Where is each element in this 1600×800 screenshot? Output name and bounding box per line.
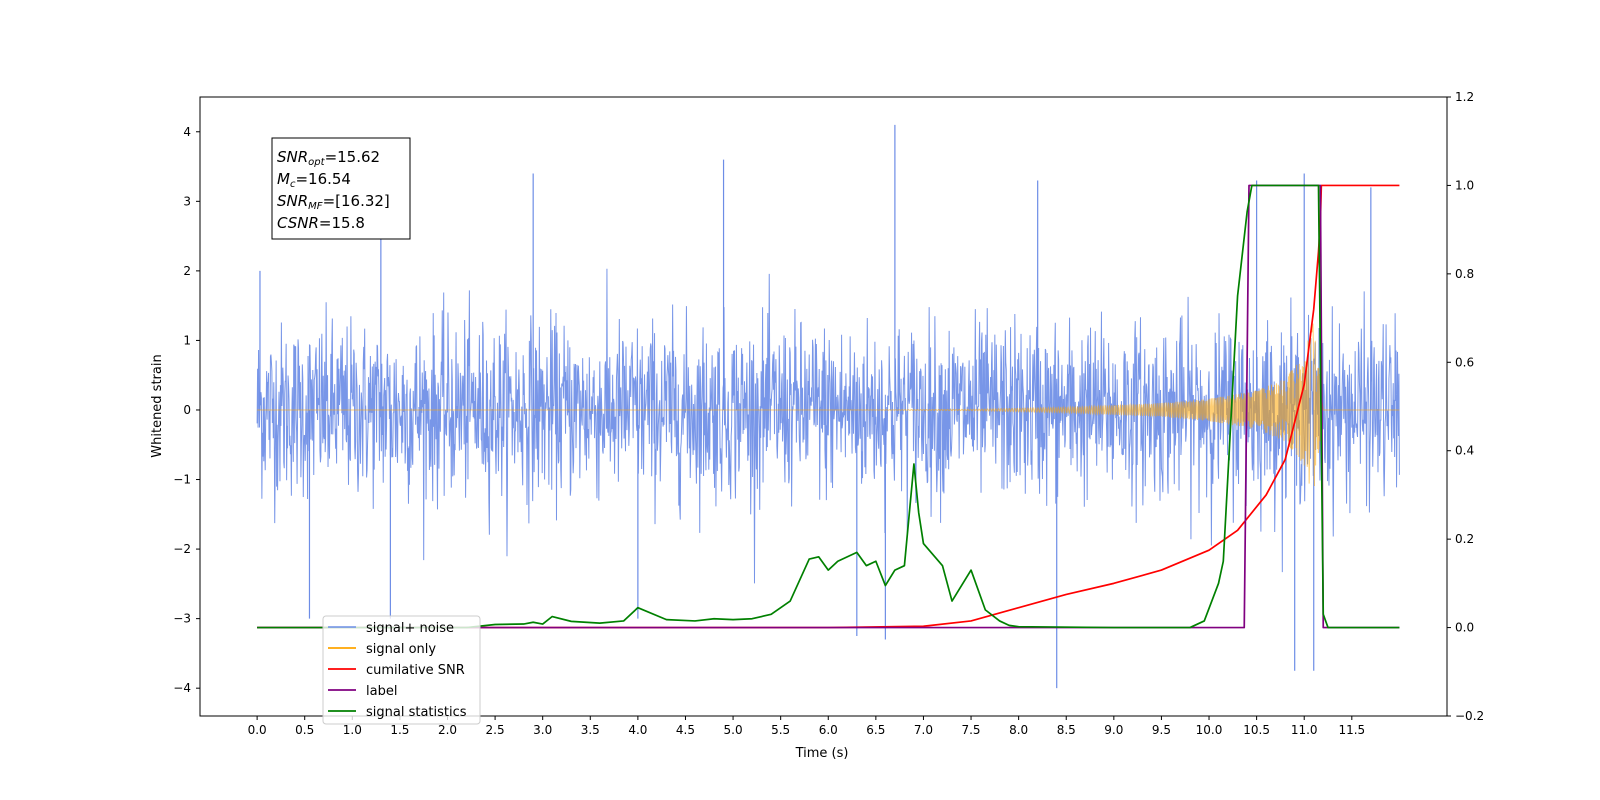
x-axis-label: Time (s) (795, 746, 849, 761)
x-tick-label: 0.0 (248, 723, 267, 737)
x-tick-label: 8.0 (1009, 723, 1028, 737)
series-layer (256, 124, 1400, 689)
y-left-tick-label: 0 (183, 403, 191, 417)
y-left-tick-label: 3 (183, 194, 191, 208)
x-tick-label: 2.5 (486, 723, 505, 737)
annotation-line: SNRMF=[16.32] (277, 192, 390, 212)
legend-label: cumilative SNR (366, 663, 465, 678)
x-axis: 0.0 0.5 1.0 1.5 2.0 2.5 3.0 3.5 4.0 4.5 5.0 5.5 6.0 6… (248, 716, 1365, 737)
y-right-tick-label: −0.2 (1455, 709, 1484, 723)
y-axis-label-left: Whitened strain (150, 354, 165, 457)
y-left-tick-label: 4 (183, 125, 191, 139)
y-left-axis: 4 3 2 1 0 −1 −2 −3 −4 (173, 125, 200, 695)
x-tick-label: 11.5 (1338, 723, 1365, 737)
plot-frame (199, 96, 1448, 717)
series-signal-noise-extremes (259, 124, 1372, 689)
x-tick-label: 7.5 (961, 723, 980, 737)
x-tick-label: 7.0 (914, 723, 933, 737)
x-tick-label: 9.5 (1152, 723, 1171, 737)
series-signal-only (257, 323, 1400, 487)
y-left-tick-label: 2 (183, 264, 191, 278)
x-tick-label: 1.5 (390, 723, 409, 737)
x-tick-label: 4.0 (628, 723, 647, 737)
y-left-tick-label: −1 (173, 473, 191, 487)
y-right-tick-label: 0.2 (1455, 532, 1474, 546)
x-tick-label: 10.5 (1243, 723, 1270, 737)
y-left-tick-label: −2 (173, 542, 191, 556)
x-tick-label: 3.0 (533, 723, 552, 737)
series-signal-noise (256, 268, 1400, 584)
y-right-tick-label: 0.6 (1455, 355, 1474, 369)
x-tick-label: 6.5 (866, 723, 885, 737)
x-tick-label: 8.5 (1057, 723, 1076, 737)
x-tick-label: 5.5 (771, 723, 790, 737)
x-tick-label: 6.0 (819, 723, 838, 737)
annotation-line: CSNR=15.8 (277, 214, 365, 232)
y-right-tick-label: 0.4 (1455, 444, 1474, 458)
x-tick-label: 3.5 (581, 723, 600, 737)
x-tick-label: 4.5 (676, 723, 695, 737)
legend: signal+ noise signal only cumilative SNR la… (322, 615, 481, 725)
legend-label: signal statistics (366, 705, 467, 720)
x-tick-label: 10.0 (1196, 723, 1223, 737)
y-left-tick-label: −4 (173, 681, 191, 695)
y-right-tick-label: 1.0 (1455, 178, 1474, 192)
x-tick-label: 9.0 (1104, 723, 1123, 737)
y-left-tick-label: 1 (183, 333, 191, 347)
legend-label: label (366, 684, 397, 699)
legend-label: signal only (366, 642, 436, 657)
y-right-tick-label: 0.8 (1455, 267, 1474, 281)
annotation-line: Mc=16.54 (277, 170, 351, 190)
legend-label: signal+ noise (366, 621, 454, 636)
x-tick-label: 1.0 (343, 723, 362, 737)
x-tick-label: 11.0 (1291, 723, 1318, 737)
x-tick-label: 5.0 (724, 723, 743, 737)
right-series-layer (257, 184, 1400, 629)
x-tick-label: 0.5 (295, 723, 314, 737)
y-right-tick-label: 0.0 (1455, 621, 1474, 635)
y-right-tick-label: 1.2 (1455, 90, 1474, 104)
x-tick-label: 2.0 (438, 723, 457, 737)
annotation-line: SNRopt=15.62 (277, 148, 380, 168)
y-left-tick-label: −3 (173, 612, 191, 626)
series-signal-statistics (257, 184, 1400, 629)
y-right-axis: 1.2 1.0 0.8 0.6 0.4 0.2 0.0 −0.2 (1447, 90, 1484, 723)
